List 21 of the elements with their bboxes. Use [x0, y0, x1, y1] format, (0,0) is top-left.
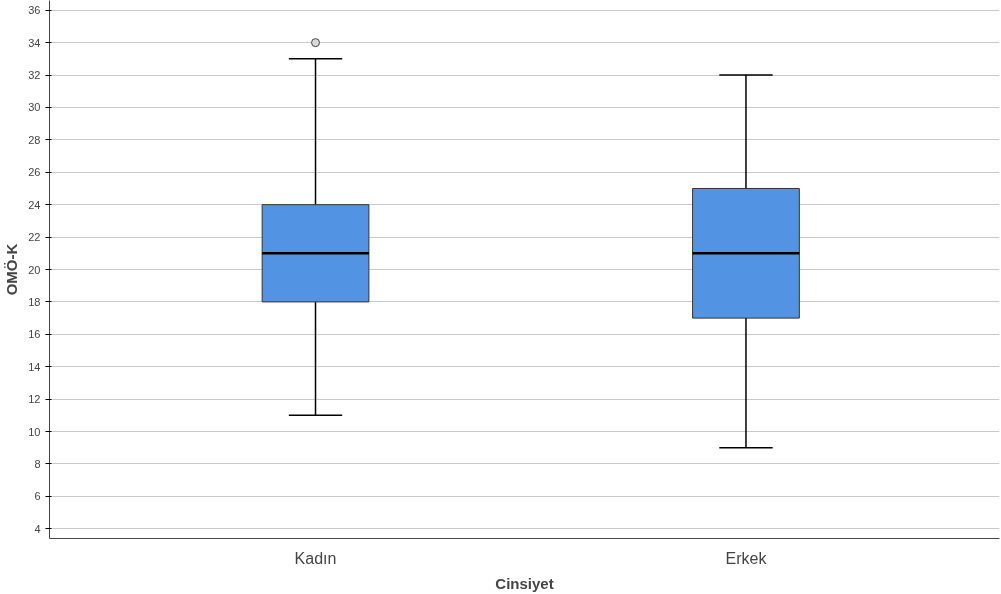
y-tick-label: 12 — [28, 393, 41, 406]
x-axis-title: Cinsiyet — [495, 574, 554, 592]
y-tick-label: 28 — [28, 133, 41, 146]
x-tick-label: Kadın — [294, 549, 337, 567]
y-axis-title: OMÖ-K — [3, 243, 21, 296]
y-tick-label: 20 — [28, 263, 41, 276]
x-tick-label: Erkek — [725, 549, 768, 567]
y-tick-label: 14 — [28, 360, 41, 373]
y-tick-label: 16 — [28, 328, 41, 341]
y-tick-label: 34 — [28, 36, 41, 49]
y-tick-label: 26 — [28, 166, 41, 179]
y-tick-label: 32 — [28, 69, 41, 82]
y-tick-label: 22 — [28, 231, 41, 244]
y-tick-label: 36 — [28, 4, 41, 17]
y-tick-label: 24 — [28, 198, 41, 211]
y-tick-label: 6 — [34, 490, 41, 503]
y-tick-label: 30 — [28, 101, 41, 114]
y-tick-label: 4 — [34, 522, 41, 535]
y-tick-label: 8 — [34, 457, 41, 470]
y-tick-label: 18 — [28, 295, 41, 308]
y-tick-label: 10 — [28, 425, 41, 438]
